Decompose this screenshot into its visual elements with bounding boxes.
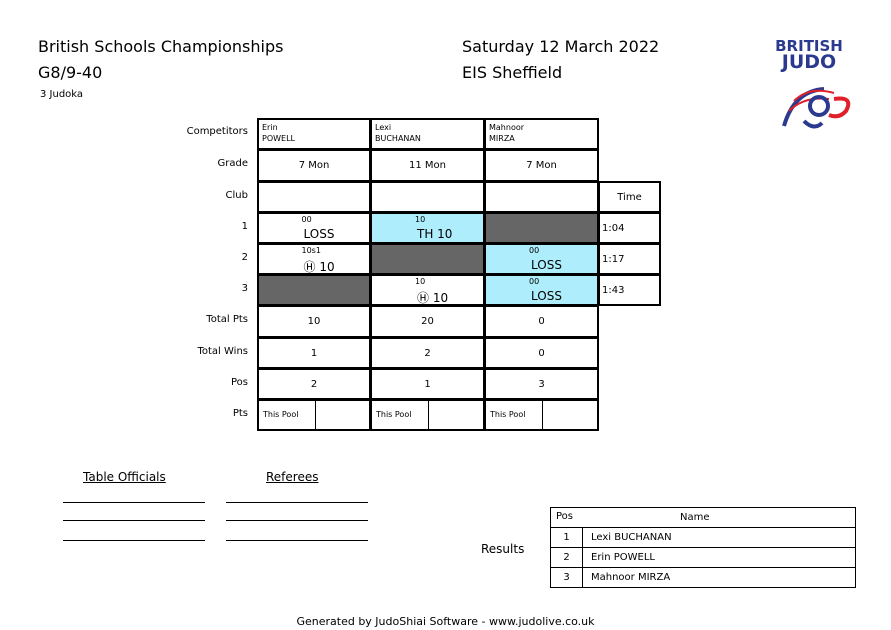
contest-result: LOSS	[531, 289, 562, 303]
club-cell	[484, 181, 599, 213]
this-pool-label: This Pool	[376, 410, 412, 419]
contest-score: 10	[415, 277, 426, 286]
footer: Generated by JudoShiai Software - www.ju…	[296, 615, 595, 628]
results-label: Results	[481, 542, 525, 556]
club-cell	[370, 181, 485, 213]
result-pos: 3	[550, 567, 583, 588]
result-pos: 1	[550, 527, 583, 548]
category: G8/9-40	[38, 63, 103, 82]
last-name: POWELL	[262, 134, 295, 143]
time-header: Time	[598, 181, 661, 213]
contest-time: 1:43	[598, 274, 661, 306]
event-date: Saturday 12 March 2022	[462, 37, 660, 56]
contest-score: 00	[529, 246, 540, 255]
row-label-r3: 3	[241, 283, 248, 294]
row-label-competitors: Competitors	[186, 126, 248, 137]
contest-score: 00	[529, 277, 540, 286]
contest-result: LOSS	[531, 258, 562, 272]
total-wins-cell: 1	[257, 337, 371, 369]
results-pos-header: Pos	[556, 511, 574, 522]
referees-heading: Referees	[266, 470, 319, 484]
pts-cell: This Pool	[484, 399, 599, 431]
contest-time: 1:17	[598, 243, 661, 275]
result-name: Erin POWELL	[582, 547, 856, 568]
contest-cell	[257, 274, 371, 306]
contest-score: 10s1	[301, 246, 321, 255]
contest-cell: 10s1 Ⓗ 10	[257, 243, 371, 275]
contest-result: Ⓗ 10	[303, 260, 335, 274]
contest-score: 10	[415, 215, 426, 224]
signature-line	[63, 502, 205, 503]
pos-cell: 1	[370, 368, 485, 400]
contest-result: LOSS	[303, 227, 335, 241]
divider	[428, 401, 429, 429]
contest-score: 00	[301, 215, 312, 224]
contest-cell	[370, 243, 485, 275]
result-pos: 2	[550, 547, 583, 568]
total-pts-cell: 20	[370, 305, 485, 338]
competitor-cell: Mahnoor MIRZA	[484, 118, 599, 150]
pts-cell: This Pool	[370, 399, 485, 431]
signature-line	[226, 502, 368, 503]
row-label-total_wins: Total Wins	[197, 346, 248, 357]
contest-cell: 10 TH 10	[370, 212, 485, 244]
signature-line	[226, 520, 368, 521]
first-name: Mahnoor	[489, 123, 525, 132]
row-label-pts: Pts	[232, 408, 248, 419]
divider	[542, 401, 543, 429]
result-name: Mahnoor MIRZA	[582, 567, 856, 588]
grade-cell: 7 Mon	[257, 149, 371, 182]
grade-cell: 7 Mon	[484, 149, 599, 182]
total-pts-cell: 0	[484, 305, 599, 338]
signature-line	[226, 540, 368, 541]
club-cell	[257, 181, 371, 213]
last-name: BUCHANAN	[375, 134, 421, 143]
this-pool-label: This Pool	[263, 410, 299, 419]
table-officials-heading: Table Officials	[83, 470, 166, 484]
contest-cell	[484, 212, 599, 244]
total-wins-cell: 0	[484, 337, 599, 369]
judoka-count: 3 Judoka	[40, 89, 84, 100]
event-title: British Schools Championships	[38, 37, 284, 56]
row-label-r2: 2	[241, 252, 248, 263]
venue: EIS Sheffield	[462, 63, 563, 82]
grade-cell: 11 Mon	[370, 149, 485, 182]
this-pool-label: This Pool	[490, 410, 526, 419]
contest-cell: 00 LOSS	[484, 243, 599, 275]
first-name: Lexi	[375, 123, 392, 132]
competitor-cell: Erin POWELL	[257, 118, 371, 150]
contest-time: 1:04	[598, 212, 661, 244]
pts-cell: This Pool	[257, 399, 371, 431]
contest-cell: 00 LOSS	[257, 212, 371, 244]
competitor-cell: Lexi BUCHANAN	[370, 118, 485, 150]
contest-cell: 10 Ⓗ 10	[370, 274, 485, 306]
signature-line	[63, 520, 205, 521]
total-pts-cell: 10	[257, 305, 371, 338]
pos-cell: 2	[257, 368, 371, 400]
contest-cell: 00 LOSS	[484, 274, 599, 306]
last-name: MIRZA	[489, 134, 515, 143]
results-name-header: Name	[680, 512, 710, 523]
divider	[315, 401, 316, 429]
row-label-grade: Grade	[217, 158, 249, 169]
first-name: Erin	[262, 123, 278, 132]
signature-line	[63, 540, 205, 541]
contest-result: Ⓗ 10	[417, 291, 449, 305]
total-wins-cell: 2	[370, 337, 485, 369]
row-label-pos: Pos	[230, 377, 248, 388]
result-name: Lexi BUCHANAN	[582, 527, 856, 548]
row-label-total_pts: Total Pts	[206, 314, 248, 325]
row-label-r1: 1	[241, 221, 248, 232]
pos-cell: 3	[484, 368, 599, 400]
british-judo-logo: BRITISH JUDO	[774, 38, 854, 145]
row-label-club: Club	[225, 190, 248, 201]
contest-result: TH 10	[417, 227, 453, 241]
